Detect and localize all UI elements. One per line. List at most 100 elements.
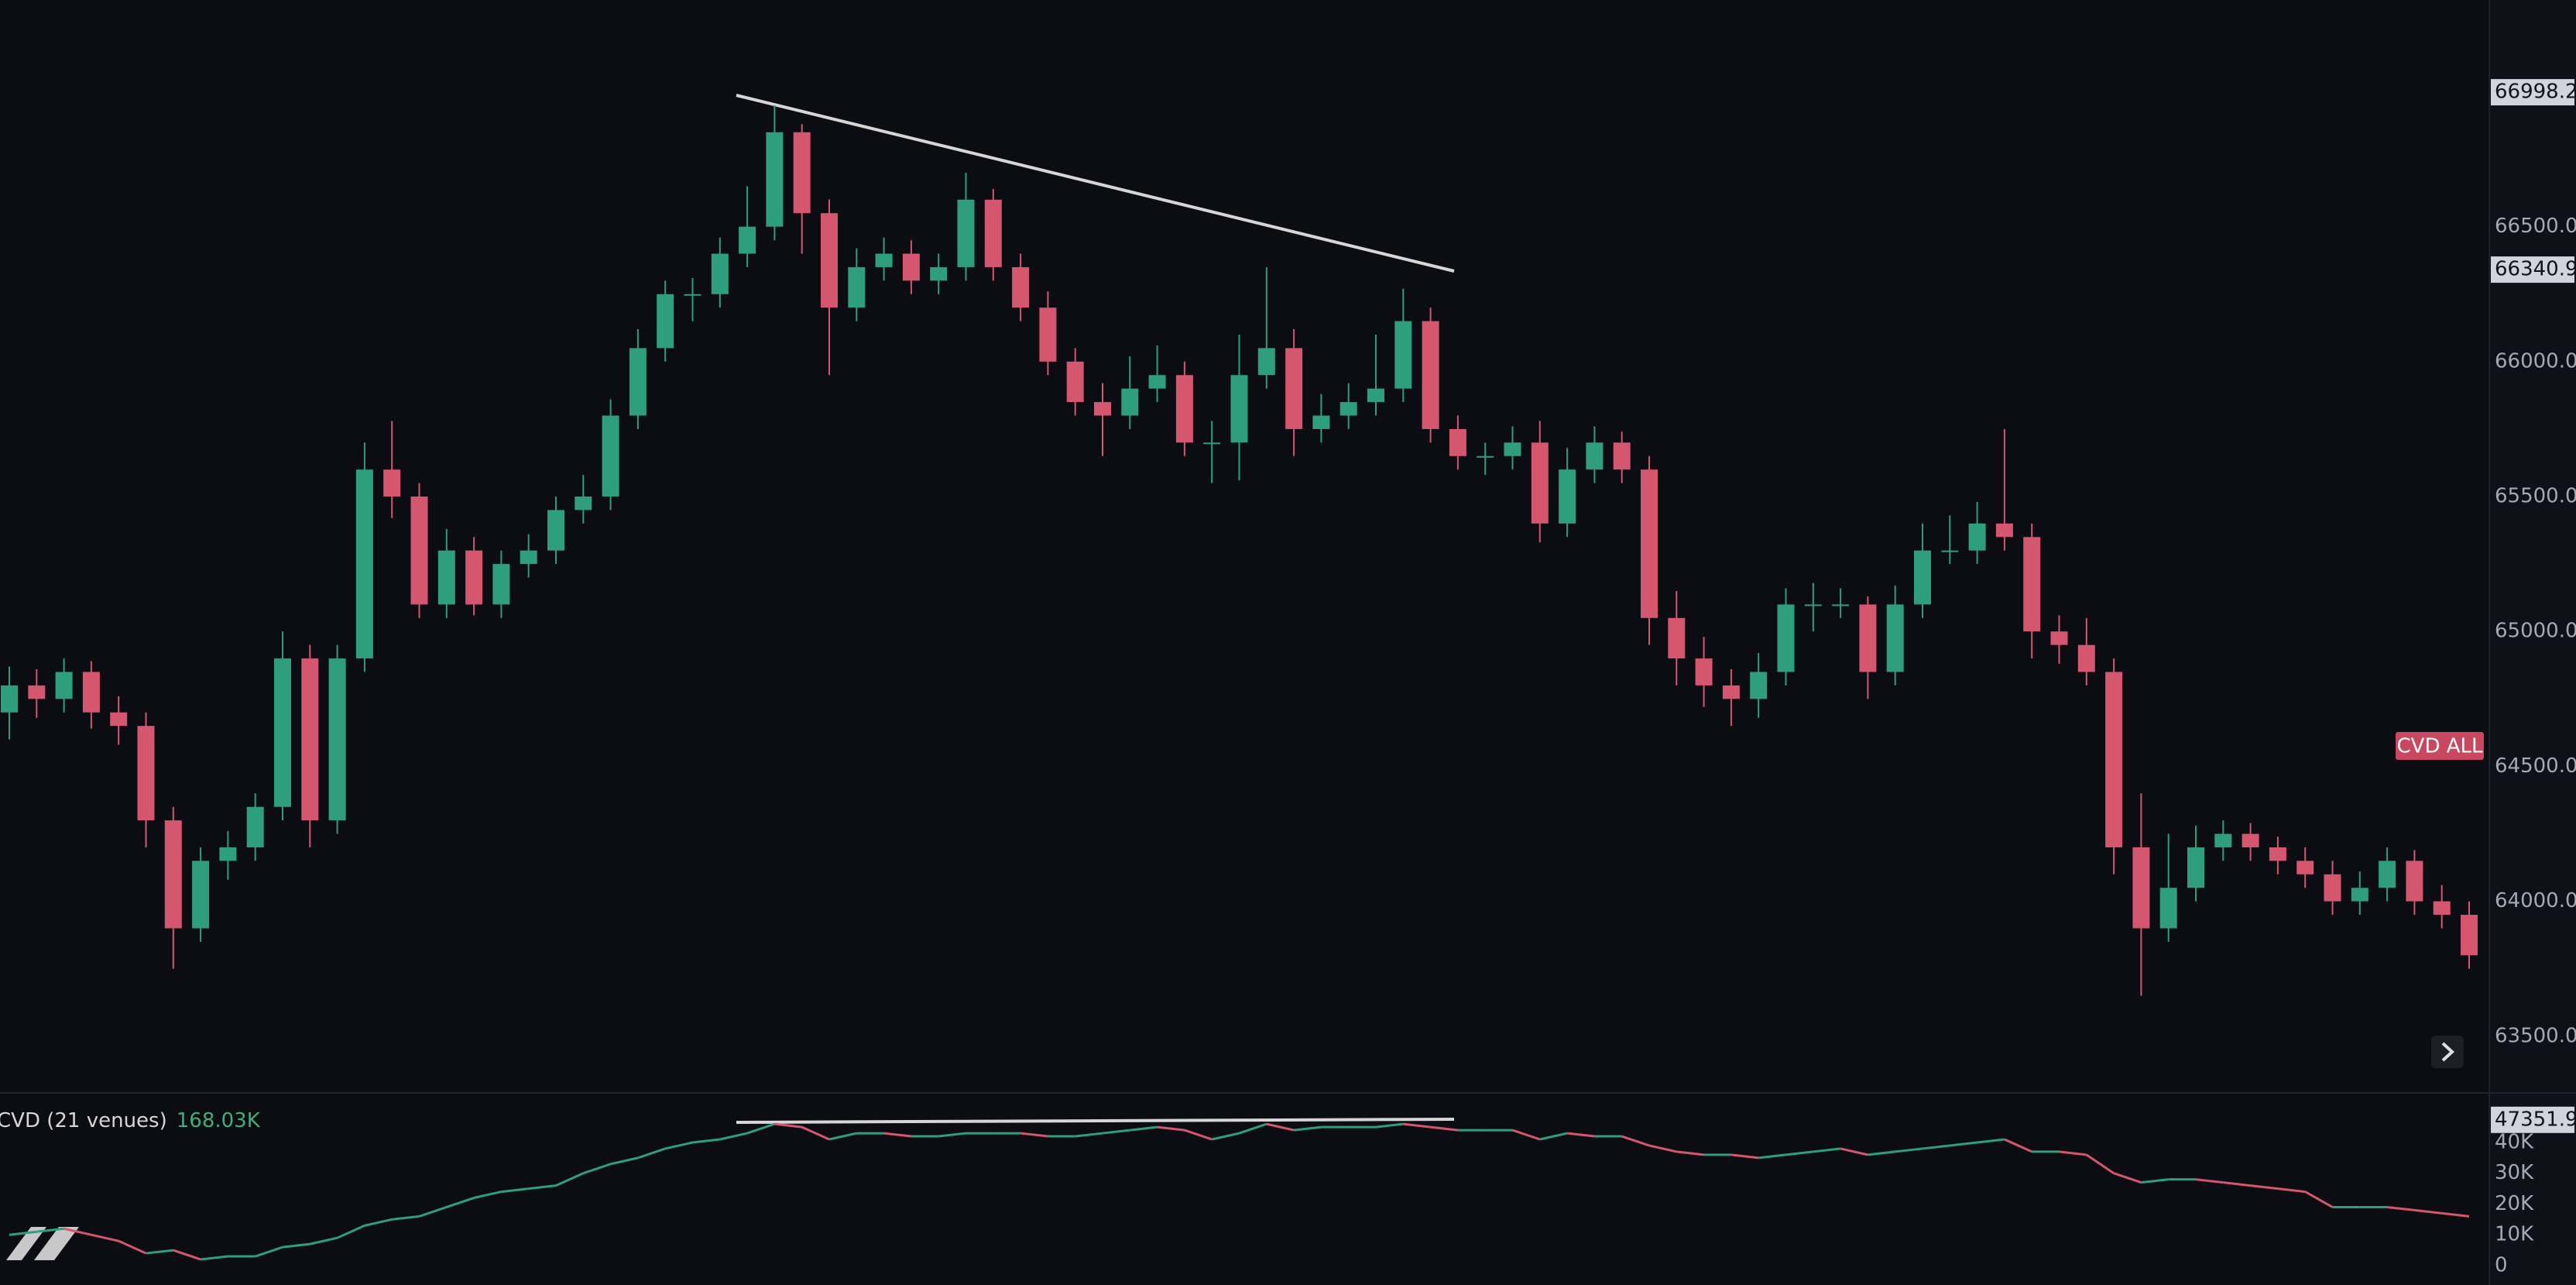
candle-body: [739, 226, 756, 254]
cvd-segment: [2414, 1208, 2442, 1215]
candle-body: [875, 253, 893, 267]
indicator-name: CVD (21 venues): [0, 1109, 167, 1132]
candle-body: [1832, 604, 1850, 606]
cvd-segment: [36, 1227, 64, 1233]
cvd-segment: [1130, 1125, 1158, 1132]
cvd-segment: [1539, 1132, 1568, 1141]
candle-body: [520, 550, 537, 565]
price-marker: [2491, 256, 2574, 283]
candle-body: [1722, 685, 1740, 699]
cvd-segment: [664, 1141, 693, 1150]
cvd-segment: [1730, 1153, 1759, 1160]
candle-body: [1039, 308, 1057, 362]
y-tick-label: 0: [2495, 1253, 2508, 1276]
candle-body: [1230, 375, 1248, 443]
candle-body: [2269, 847, 2286, 861]
cvd-segment: [364, 1218, 393, 1227]
cvd-segment: [446, 1197, 475, 1208]
cvd-segment: [1621, 1135, 1650, 1147]
cvd-segment: [309, 1236, 338, 1245]
cvd-segment: [555, 1172, 584, 1187]
candle-body: [2077, 644, 2095, 672]
cvd-segment: [1512, 1129, 1541, 1141]
candle-body: [492, 564, 510, 605]
candle-body: [602, 415, 619, 497]
candle-body: [1422, 321, 1439, 429]
candle-body: [1941, 550, 1959, 552]
candle-body: [2351, 888, 2368, 902]
cvd-segment: [146, 1249, 173, 1255]
cvd-segment: [1102, 1129, 1130, 1135]
candle-body: [355, 469, 373, 659]
cvd-segment: [63, 1227, 92, 1236]
cvd-segment: [1840, 1147, 1868, 1156]
cvd-segment: [173, 1249, 201, 1261]
price-marker-label: 66340.9: [2495, 258, 2576, 281]
candle-body: [246, 806, 264, 847]
candle-body: [1995, 523, 2013, 538]
candle-body: [1914, 550, 1931, 605]
candle-body: [1257, 348, 1275, 376]
chevron-icon[interactable]: [2441, 1042, 2454, 1062]
candle-body: [1203, 442, 1221, 445]
cvd-segment: [746, 1122, 775, 1135]
candle-body: [793, 132, 811, 214]
price-marker-label: 47351.9: [2495, 1108, 2576, 1131]
candle-body: [1559, 469, 1576, 524]
y-tick-label: 30K: [2495, 1161, 2534, 1184]
candle-body: [219, 847, 237, 861]
cvd-segment: [1676, 1150, 1704, 1156]
cvd-segment: [2250, 1184, 2279, 1191]
logo-shape: [6, 1227, 46, 1260]
price-marker: [2491, 79, 2574, 106]
candle-body: [110, 712, 128, 727]
price-marker-label: 66998.2: [2495, 81, 2576, 104]
candle-body: [1394, 321, 1412, 389]
cvd-segment: [2223, 1181, 2251, 1187]
candle-body: [137, 726, 155, 821]
cvd-segment: [938, 1132, 966, 1138]
cvd-segment: [255, 1245, 283, 1258]
cvd-segment: [692, 1138, 720, 1144]
price-marker: [2491, 1106, 2574, 1133]
logo-shape: [34, 1227, 79, 1260]
candle-body: [28, 685, 46, 699]
candle-body: [2214, 833, 2232, 847]
candle-body: [957, 199, 975, 267]
candle-body: [274, 658, 291, 807]
candle-body: [55, 672, 73, 699]
scroll-button[interactable]: [2431, 1036, 2464, 1068]
candle-body: [1449, 428, 1466, 456]
candle-body: [1477, 455, 1494, 458]
candle-body: [328, 658, 346, 821]
y-tick-label: 64500.0: [2495, 754, 2576, 778]
candle-body: [1968, 523, 1986, 551]
cvd-segment: [2085, 1153, 2115, 1174]
candle-body: [437, 550, 455, 605]
candle-body: [684, 294, 701, 296]
cvd-segment: [2386, 1205, 2415, 1211]
scroll-button-bg[interactable]: [2431, 1036, 2464, 1068]
y-tick-label: 20K: [2495, 1192, 2534, 1215]
y-tick-label: 65500.0: [2495, 485, 2576, 508]
y-tick-label: 66500.0: [2495, 215, 2576, 238]
candle-body: [2050, 631, 2068, 645]
cvd-segment: [1430, 1125, 1459, 1132]
cvd-segment: [2304, 1191, 2334, 1208]
cvd-segment: [1813, 1147, 1841, 1153]
cvd-segment: [473, 1191, 502, 1199]
candle-body: [984, 199, 1002, 267]
indicator-legend: CVD (21 venues) 168.03K: [0, 1109, 261, 1132]
candle-body: [410, 496, 428, 605]
candle-body: [1641, 469, 1658, 618]
candle-body: [902, 253, 920, 281]
candle-body: [1804, 604, 1822, 606]
cvd-segment: [719, 1132, 748, 1141]
candle-body: [2242, 833, 2259, 847]
cvd-segment: [2004, 1138, 2032, 1153]
candle-body: [1586, 442, 1604, 470]
candle-body: [1175, 375, 1193, 443]
cvd-segment: [1785, 1150, 1813, 1156]
